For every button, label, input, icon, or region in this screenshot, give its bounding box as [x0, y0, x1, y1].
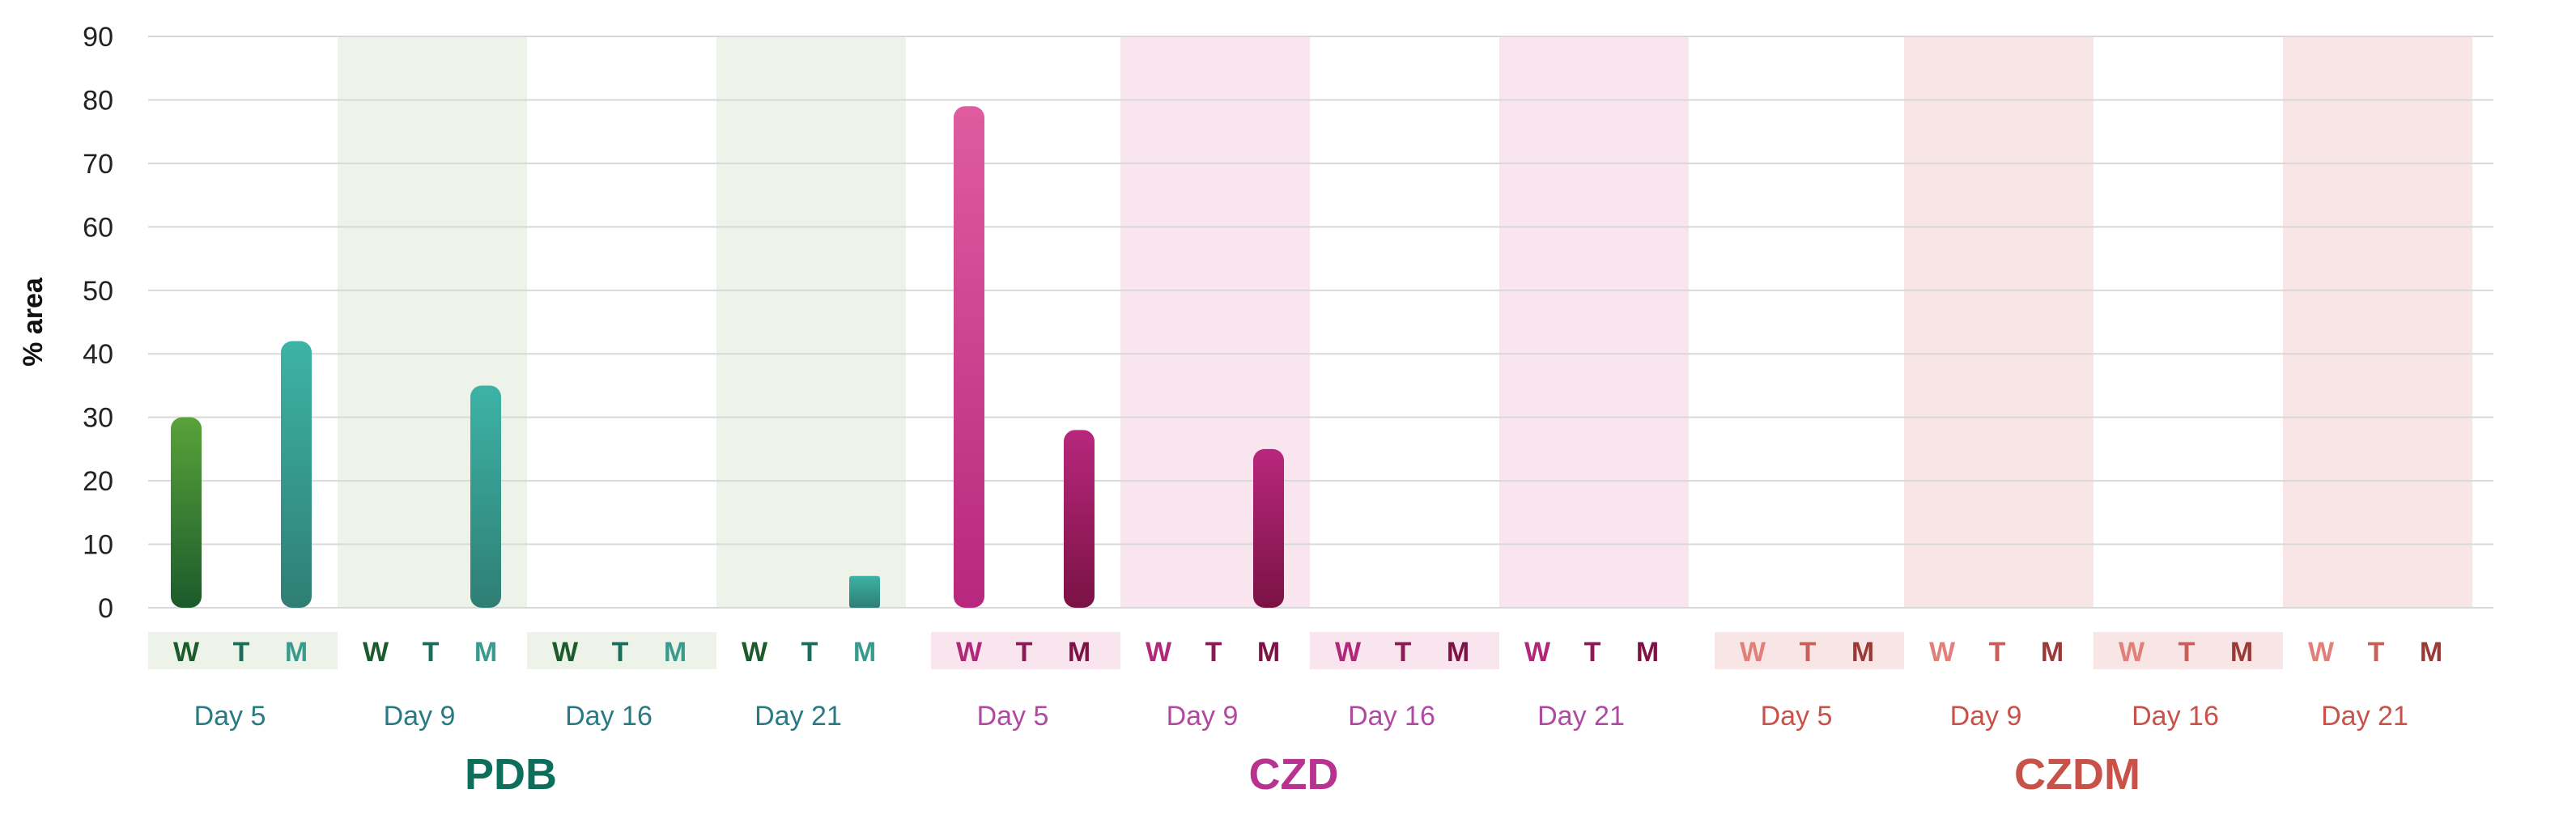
bar-pdb-day-21-m [849, 575, 880, 608]
plot-shade-czdm-day-9 [1904, 36, 2094, 608]
day-label-czdm-day-5: Day 5 [1761, 701, 1833, 732]
day-label-czd-day-9: Day 9 [1167, 701, 1239, 732]
sub-label-czd-day-21-t: T [1584, 637, 1601, 668]
y-tick-label-10: 10 [83, 530, 113, 561]
sub-label-czdm-day-5-m: M [1851, 637, 1874, 668]
y-tick-label-80: 80 [83, 85, 113, 116]
y-tick-label-90: 90 [83, 22, 113, 53]
sub-label-czdm-day-5-t: T [1800, 637, 1817, 668]
day-label-czd-day-5: Day 5 [977, 701, 1049, 732]
group-label-czdm: CZDM [2014, 750, 2140, 799]
y-tick-label-40: 40 [83, 339, 113, 370]
sub-label-czd-day-16-t: T [1395, 637, 1412, 668]
sub-label-box-czd-day-5 [931, 632, 1120, 669]
day-label-czd-day-21: Day 21 [1537, 701, 1625, 732]
group-label-czd: CZD [1249, 750, 1339, 799]
sub-label-pdb-day-16-t: T [612, 637, 629, 668]
sub-label-czd-day-5-w: W [956, 637, 983, 668]
sub-label-czd-day-9-t: T [1205, 637, 1222, 668]
sub-label-pdb-day-9-w: W [363, 637, 389, 668]
day-label-czd-day-16: Day 16 [1348, 701, 1435, 732]
sub-label-czdm-day-9-m: M [2041, 637, 2064, 668]
sub-label-czd-day-21-w: W [1524, 637, 1551, 668]
y-axis-title: % area [18, 277, 49, 367]
day-label-czdm-day-9: Day 9 [1950, 701, 2022, 732]
sub-label-pdb-day-21-t: T [801, 637, 818, 668]
sub-label-czdm-day-9-t: T [1989, 637, 2006, 668]
day-label-pdb-day-21: Day 21 [755, 701, 842, 732]
bar-pdb-day-9-m [470, 385, 501, 608]
sub-label-pdb-day-16-w: W [552, 637, 579, 668]
sub-label-box-czdm-day-16 [2094, 632, 2283, 669]
y-tick-label-60: 60 [83, 212, 113, 243]
sub-label-czd-day-5-t: T [1016, 637, 1033, 668]
bar-pdb-day-5-m [281, 341, 312, 608]
sub-label-czdm-day-21-t: T [2368, 637, 2385, 668]
plot-shade-pdb-day-21 [716, 36, 906, 608]
sub-label-box-pdb-day-16 [527, 632, 716, 669]
day-label-pdb-day-9: Day 9 [384, 701, 456, 732]
sub-label-pdb-day-9-t: T [423, 637, 440, 668]
sub-label-czd-day-5-m: M [1068, 637, 1090, 668]
sub-label-box-pdb-day-5 [148, 632, 338, 669]
sub-label-czdm-day-9-w: W [1929, 637, 1956, 668]
plot-shade-czd-day-21 [1499, 36, 1689, 608]
sub-label-czd-day-16-m: M [1447, 637, 1469, 668]
sub-label-pdb-day-5-t: T [233, 637, 250, 668]
bar-czd-day-5-m [1064, 430, 1095, 608]
day-label-czdm-day-21: Day 21 [2321, 701, 2408, 732]
y-tick-label-30: 30 [83, 403, 113, 434]
sub-label-czdm-day-16-t: T [2179, 637, 2196, 668]
group-label-pdb: PDB [465, 750, 557, 799]
sub-label-box-czd-day-16 [1310, 632, 1499, 669]
bar-czd-day-9-m [1253, 448, 1284, 608]
sub-label-box-czdm-day-5 [1715, 632, 1904, 669]
plot-shade-czdm-day-21 [2283, 36, 2472, 608]
sub-label-czd-day-16-w: W [1335, 637, 1362, 668]
sub-label-czdm-day-21-w: W [2308, 637, 2335, 668]
sub-label-pdb-day-9-m: M [474, 637, 497, 668]
y-tick-label-0: 0 [98, 593, 113, 624]
day-label-pdb-day-5: Day 5 [194, 701, 266, 732]
sub-label-pdb-day-16-m: M [664, 637, 687, 668]
sub-label-pdb-day-5-m: M [285, 637, 308, 668]
bar-czd-day-5-w [954, 106, 984, 609]
sub-label-czdm-day-16-w: W [2119, 637, 2145, 668]
sub-label-czdm-day-5-w: W [1740, 637, 1766, 668]
sub-label-czdm-day-16-m: M [2230, 637, 2253, 668]
y-tick-label-20: 20 [83, 466, 113, 497]
day-label-pdb-day-16: Day 16 [565, 701, 653, 732]
sub-label-pdb-day-5-w: W [173, 637, 200, 668]
sub-label-czdm-day-21-m: M [2420, 637, 2442, 668]
y-tick-label-70: 70 [83, 149, 113, 180]
sub-label-czd-day-9-w: W [1146, 637, 1172, 668]
sub-label-czd-day-9-m: M [1257, 637, 1280, 668]
day-label-czdm-day-16: Day 16 [2132, 701, 2219, 732]
sub-label-pdb-day-21-w: W [742, 637, 768, 668]
y-tick-label-50: 50 [83, 276, 113, 307]
bar-pdb-day-5-w [171, 417, 202, 608]
sub-label-pdb-day-21-m: M [853, 637, 876, 668]
sub-label-czd-day-21-m: M [1636, 637, 1659, 668]
